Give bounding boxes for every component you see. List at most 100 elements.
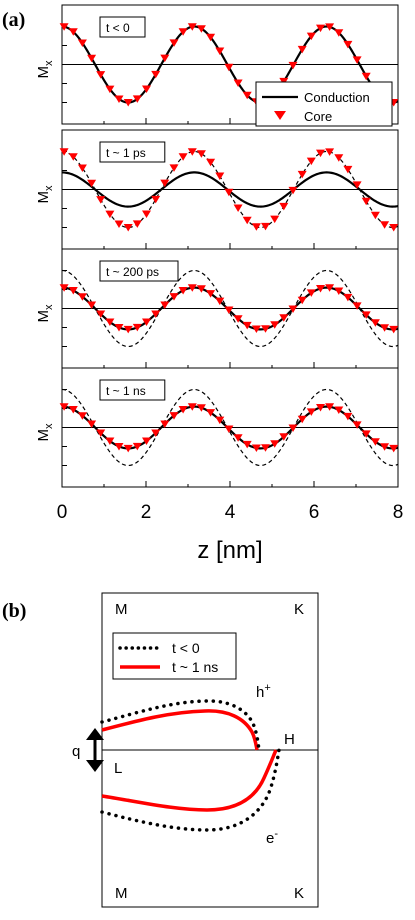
q-arrow [86, 728, 104, 772]
core-point [77, 412, 87, 420]
core-point [316, 404, 325, 412]
core-point [96, 429, 106, 437]
point-l: L [114, 760, 122, 777]
x-tick-label: 2 [141, 502, 152, 523]
corner-bottom-left: M [115, 885, 128, 902]
upper-curve-before [100, 699, 261, 752]
core-point [224, 188, 234, 197]
core-point [187, 403, 197, 411]
core-point [142, 210, 151, 218]
core-point [270, 440, 280, 448]
core-point [224, 63, 234, 72]
subplot-4: t ~ 1 ns Mx [35, 367, 399, 488]
core-point [160, 301, 170, 309]
core-point [206, 409, 216, 417]
core-point [123, 444, 133, 453]
panel-a-label: (a) [2, 9, 25, 31]
core-point [288, 186, 298, 195]
legend-b: t < 0 t ~ 1 ns [112, 632, 237, 680]
core-point [297, 296, 307, 305]
legend-core-label: Core [304, 109, 332, 124]
core-point [297, 45, 307, 54]
core-point [343, 412, 353, 421]
legend-after-label: t ~ 1 ns [172, 659, 218, 675]
core-point [123, 325, 133, 334]
x-axis: 0 2 4 6 8 [57, 502, 404, 523]
core-point [251, 223, 261, 231]
core-point [114, 220, 124, 228]
core-point [142, 85, 151, 93]
core-point [151, 429, 161, 437]
core-point [389, 444, 399, 453]
core-point [96, 310, 106, 318]
x-tick-label: 6 [309, 502, 320, 523]
q-arrow-head-top [86, 728, 104, 740]
core-point [279, 202, 289, 211]
core-point [178, 406, 188, 414]
core-point [233, 434, 243, 442]
core-point [215, 172, 225, 180]
title-text: t ~ 200 ps [106, 265, 159, 279]
core-point [380, 324, 390, 332]
y-axis-label: Mx [35, 423, 55, 442]
core-point [59, 284, 69, 292]
core-point [270, 215, 280, 224]
core-point [261, 222, 270, 231]
reference-dashed-line [61, 388, 399, 467]
core-point [242, 216, 252, 225]
core-point [316, 285, 325, 293]
subplot-title: t < 0 [99, 16, 146, 38]
core-point [261, 444, 270, 452]
core-point [160, 420, 170, 428]
core-point [132, 220, 142, 228]
core-point [151, 195, 161, 204]
subplot-title: t ~ 1 ps [99, 141, 166, 163]
core-point [279, 314, 289, 322]
core-point [370, 319, 380, 327]
core-point [325, 23, 335, 31]
core-point [68, 28, 78, 36]
reference-dashed-line [61, 269, 399, 348]
core-point [361, 197, 371, 206]
core-point [206, 33, 216, 42]
core-point [187, 148, 197, 156]
core-point [380, 443, 390, 451]
core-point [288, 61, 298, 70]
core-point [59, 23, 69, 31]
core-point [59, 403, 69, 411]
core-point [352, 421, 362, 429]
q-arrow-head-bottom [86, 760, 104, 772]
core-point [196, 25, 206, 33]
core-point [114, 95, 124, 103]
core-point [233, 315, 243, 323]
core-point [389, 325, 399, 334]
core-point [105, 210, 115, 219]
title-text: t ~ 1 ns [106, 384, 146, 398]
core-point [132, 323, 142, 332]
core-point [389, 224, 399, 232]
lower-curve-after [101, 749, 278, 812]
core-point [142, 437, 151, 445]
y-axis-label: Mx [35, 185, 55, 204]
core-point [114, 324, 124, 332]
legend-core-marker [274, 111, 286, 120]
core-point [77, 39, 87, 47]
core-point [196, 285, 206, 293]
core-point [224, 306, 234, 314]
core-point [352, 56, 362, 64]
core-point [87, 179, 97, 188]
core-point [215, 416, 225, 425]
core-point [370, 211, 380, 220]
core-point [343, 293, 353, 302]
core-point [334, 154, 344, 162]
core-point [261, 325, 270, 333]
core-point [187, 284, 197, 292]
core-point [233, 204, 243, 212]
subplot-3: t ~ 200 ps Mx [35, 248, 399, 369]
core-point [77, 293, 87, 301]
y-axis-label: Mx [35, 304, 55, 323]
core-point [325, 148, 335, 156]
core-point [316, 149, 325, 158]
core-point [361, 311, 371, 319]
core-point [151, 310, 161, 318]
